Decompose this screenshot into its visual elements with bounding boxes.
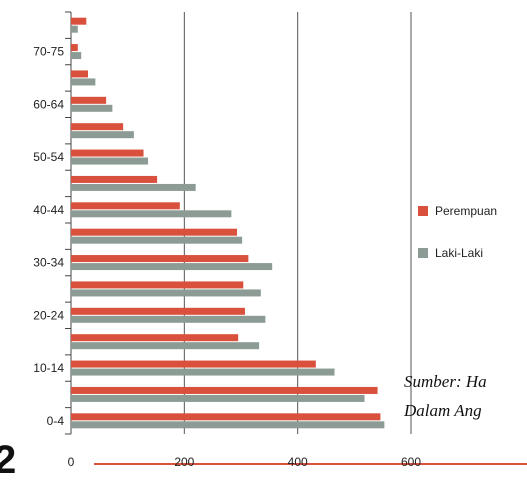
bar-laki-laki-65-69	[71, 78, 96, 86]
bar-perempuan-20-24	[71, 307, 245, 315]
bar-laki-laki-15-19	[71, 342, 260, 350]
bar-laki-laki-0-4	[71, 421, 385, 429]
legend-label-perempuan: Perempuan	[435, 204, 498, 218]
y-tick-label-50-54: 50-54	[33, 150, 64, 164]
population-bar-chart: 0-4 10-14 20-24 30-34 40-44 50-54 60-64 70-75 0 2…	[33, 11, 527, 468]
corner-number: 2	[0, 438, 17, 482]
legend-swatch-perempuan	[418, 206, 428, 216]
bar-perempuan-0-4	[71, 413, 381, 421]
bar-perempuan-30-34	[71, 255, 249, 263]
x-tick-label-400: 400	[288, 455, 308, 468]
bar-laki-laki-20-24	[71, 315, 266, 323]
y-tick-label-10-14: 10-14	[33, 361, 64, 375]
y-tick-label-20-24: 20-24	[33, 308, 64, 322]
bar-perempuan-40-44	[71, 202, 180, 210]
y-tick-label-0-4: 0-4	[47, 414, 65, 428]
legend-label-laki-laki: Laki-Laki	[435, 246, 484, 260]
y-tick-label-40-44: 40-44	[33, 203, 64, 217]
bar-laki-laki-50-54	[71, 157, 149, 165]
bar-perempuan-70-75	[71, 44, 78, 52]
bar-laki-laki-5-9	[71, 394, 365, 402]
y-tick-label-30-34: 30-34	[33, 256, 64, 270]
y-tick-label-60-64: 60-64	[33, 97, 64, 111]
x-tick-label-0: 0	[68, 455, 75, 468]
bar-laki-laki-40-44	[71, 210, 232, 218]
x-tick-label-600: 600	[401, 455, 421, 468]
bar-laki-laki-25-29	[71, 289, 261, 297]
bar-perempuan-35-39	[71, 228, 238, 236]
x-tick-label-200: 200	[174, 455, 194, 468]
bar-laki-laki-35-39	[71, 236, 243, 244]
legend-swatch-laki-laki	[418, 248, 428, 258]
bar-laki-laki-45-49	[71, 183, 196, 191]
bar-laki-laki-70-75	[71, 52, 82, 60]
bar-perempuan-10-14	[71, 360, 316, 368]
bar-laki-laki-75+	[71, 25, 78, 33]
bar-perempuan-50-54	[71, 149, 144, 157]
bar-perempuan-65-69	[71, 70, 88, 78]
bar-perempuan-60-64	[71, 96, 107, 104]
bar-perempuan-45-49	[71, 175, 158, 183]
bar-perempuan-5-9	[71, 386, 378, 394]
legend-item-laki-laki: Laki-Laki	[418, 246, 497, 260]
bar-perempuan-25-29	[71, 281, 244, 289]
bar-perempuan-55-59	[71, 123, 124, 131]
source-line-2: Dalam Ang	[404, 401, 482, 420]
bar-laki-laki-55-59	[71, 131, 134, 139]
chart-legend: Perempuan Laki-Laki	[418, 204, 497, 288]
bar-perempuan-15-19	[71, 334, 239, 342]
bar-laki-laki-30-34	[71, 263, 273, 271]
legend-item-perempuan: Perempuan	[418, 204, 497, 218]
bar-laki-laki-10-14	[71, 368, 335, 376]
bar-perempuan-75+	[71, 17, 87, 25]
y-tick-label-70-75: 70-75	[33, 45, 64, 59]
bar-laki-laki-60-64	[71, 104, 113, 112]
source-line-1: Sumber: Ha	[404, 372, 487, 391]
